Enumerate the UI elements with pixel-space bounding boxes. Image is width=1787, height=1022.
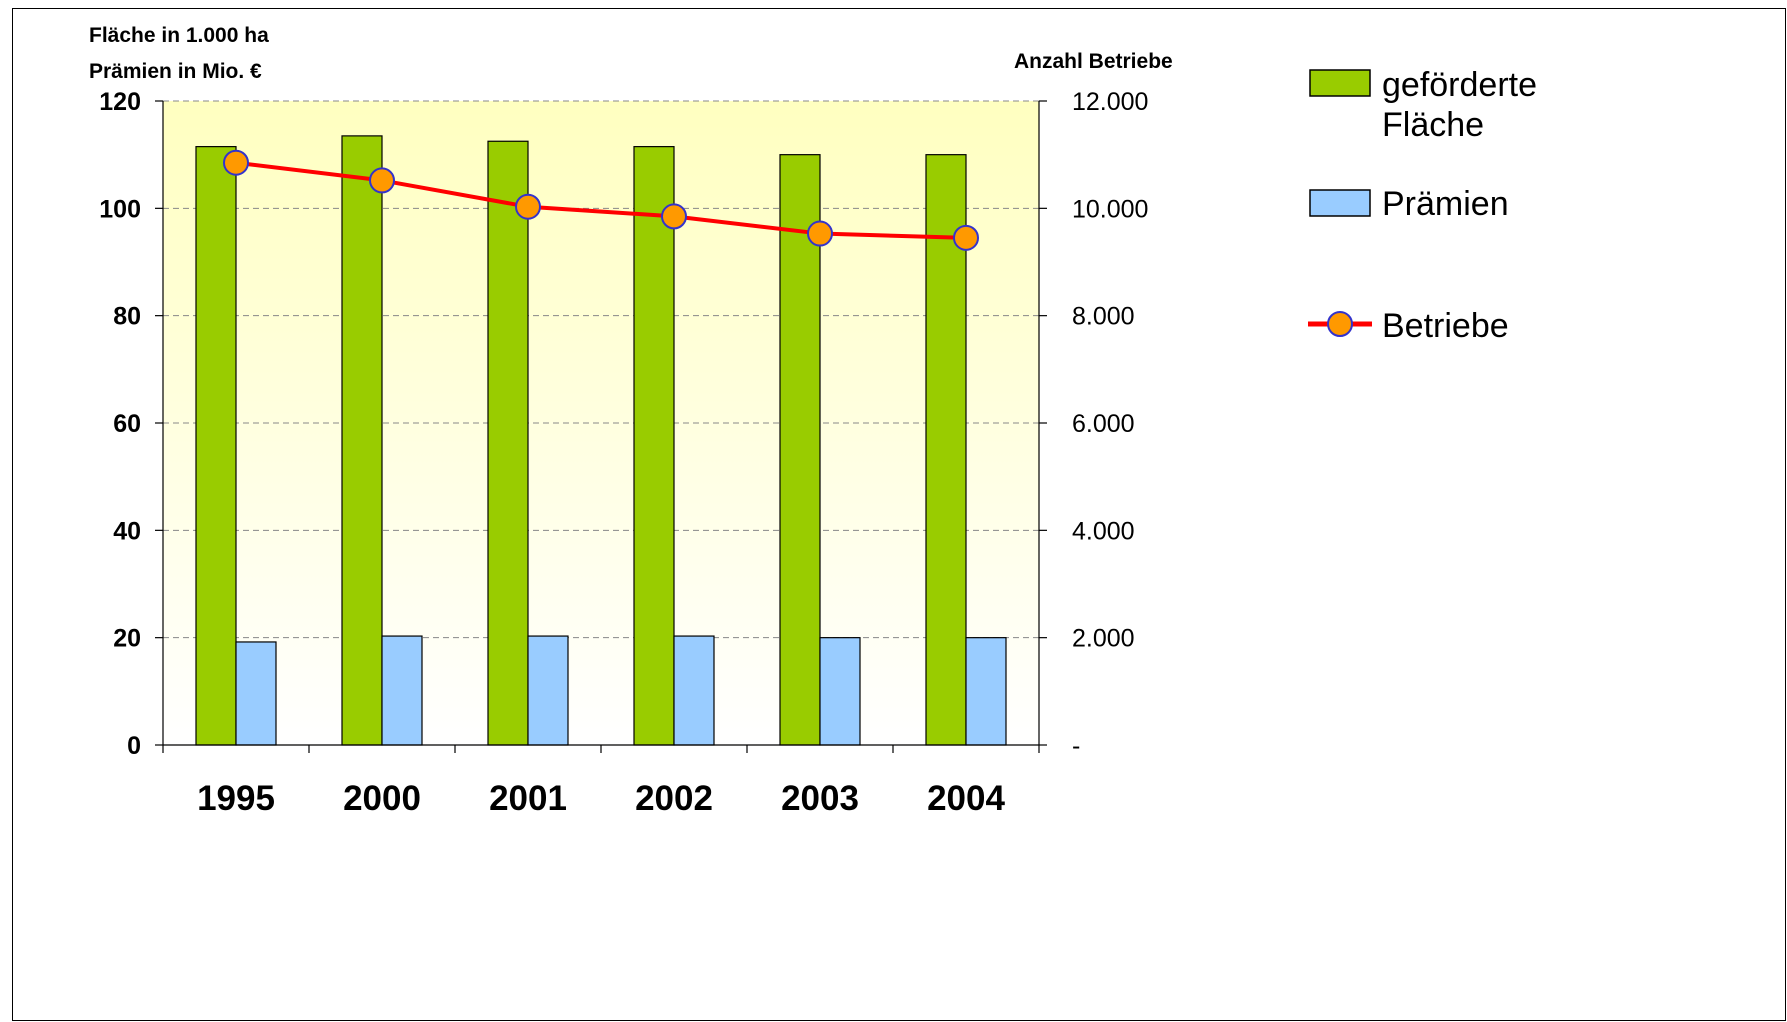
legend-label-praemien: Prämien (1382, 185, 1509, 223)
left-tick-label: 0 (127, 732, 141, 760)
legend: geförderte Fläche Prämien Betriebe (1308, 66, 1537, 345)
left-tick-label: 60 (113, 410, 141, 438)
betriebe-point-2000 (369, 167, 395, 194)
right-axis-title: Anzahl Betriebe (1014, 50, 1173, 73)
right-tick-label: 4.000 (1072, 517, 1135, 545)
right-tick-label: 6.000 (1072, 410, 1135, 438)
axes (155, 100, 1047, 753)
left-tick-label: 20 (113, 625, 141, 653)
category-label-2000: 2000 (343, 779, 421, 818)
bar-gefoerderte-flaeche-2000 (341, 135, 383, 746)
right-tick-label: 10.000 (1072, 195, 1148, 223)
left-tick-label: 80 (113, 303, 141, 331)
left-axis-tick-labels: 0 20 40 60 80 100 120 (99, 88, 141, 760)
left-tick-label: 40 (113, 517, 141, 545)
bar-praemien-2002 (673, 635, 715, 746)
bar-gefoerderte-flaeche-2001 (487, 140, 529, 746)
bar-praemien-2001 (527, 635, 569, 746)
bar-gefoerderte-flaeche-1995 (195, 146, 237, 746)
bar-gefoerderte-flaeche-2003 (779, 154, 821, 746)
betriebe-point-2002 (661, 203, 687, 230)
betriebe-point-2003 (807, 220, 833, 247)
bar-gefoerderte-flaeche-2004 (925, 154, 967, 746)
right-tick-label: - (1072, 732, 1080, 760)
bar-praemien-1995 (235, 641, 277, 746)
left-axis-title-line-2: Prämien in Mio. € (89, 60, 262, 83)
bars (195, 135, 1007, 746)
betriebe-point-2001 (515, 193, 541, 220)
legend-swatch-gefoerderte-flaeche (1309, 69, 1371, 97)
gridlines (163, 100, 1039, 639)
legend-label-betriebe: Betriebe (1382, 307, 1509, 345)
betriebe-line (235, 160, 967, 240)
legend-label-gefoerderte-flaeche-line-2: Fläche (1382, 106, 1484, 144)
bar-praemien-2000 (381, 635, 423, 746)
left-tick-label: 120 (99, 88, 141, 116)
category-label-2001: 2001 (489, 779, 567, 818)
bar-praemien-2003 (819, 637, 861, 746)
betriebe-point-1995 (223, 149, 249, 176)
category-label-2002: 2002 (635, 779, 713, 818)
category-label-2004: 2004 (927, 779, 1005, 818)
bar-praemien-2004 (965, 637, 1007, 746)
right-tick-label: 8.000 (1072, 303, 1135, 331)
right-tick-label: 12.000 (1072, 88, 1148, 116)
bar-gefoerderte-flaeche-2002 (633, 146, 675, 746)
category-label-2003: 2003 (781, 779, 859, 818)
left-tick-label: 100 (99, 195, 141, 223)
betriebe-point-2004 (953, 224, 979, 251)
category-label-1995: 1995 (197, 779, 275, 818)
right-tick-label: 2.000 (1072, 625, 1135, 653)
right-axis-tick-labels: - 2.000 4.000 6.000 8.000 10.000 12.000 (1072, 88, 1148, 760)
legend-swatch-betriebe-marker (1327, 311, 1353, 337)
betriebe-line-series (223, 149, 979, 251)
left-axis-title-line-1: Fläche in 1.000 ha (89, 24, 269, 47)
legend-swatch-praemien (1309, 189, 1371, 217)
legend-label-gefoerderte-flaeche-line-1: geförderte (1382, 66, 1537, 104)
category-labels: 1995 2000 2001 2002 2003 2004 (197, 779, 1005, 818)
